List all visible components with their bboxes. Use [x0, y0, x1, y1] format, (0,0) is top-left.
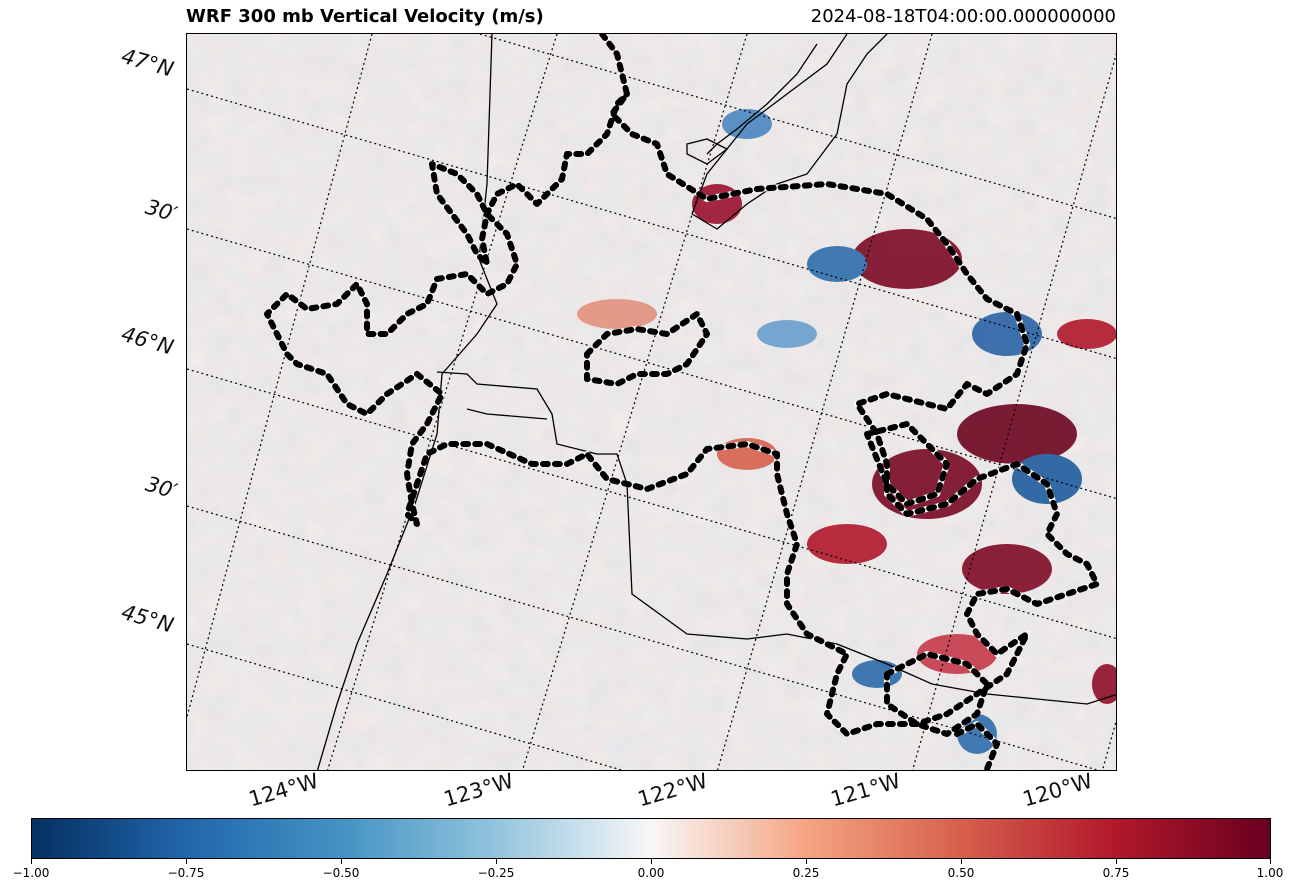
colorbar-label: 1.00: [1256, 866, 1284, 880]
colorbar: [31, 818, 1271, 859]
lat-label-46n: 46°N: [118, 321, 177, 360]
lat-label-47n: 47°N: [118, 43, 177, 82]
colorbar-tick: [341, 859, 342, 864]
colorbar-tick: [31, 859, 32, 864]
colorbar-label: −0.75: [167, 866, 205, 880]
map-title: WRF 300 mb Vertical Velocity (m/s): [186, 6, 544, 27]
colorbar-tick: [496, 859, 497, 864]
lat-label-45-30n: 30′: [142, 471, 180, 504]
colorbar-label: −0.25: [477, 866, 515, 880]
colorbar-tick: [186, 859, 187, 864]
colorbar-label: 0.75: [1102, 866, 1130, 880]
colorbar-label: −0.50: [322, 866, 360, 880]
lon-label-122w: 122°W: [635, 768, 711, 812]
lat-label-46-30n: 30′: [142, 194, 180, 227]
lat-label-45n: 45°N: [118, 599, 177, 638]
lon-label-123w: 123°W: [441, 768, 517, 812]
colorbar-tick: [1116, 859, 1117, 864]
velocity-contours: [264, 34, 1100, 770]
lon-label-124w: 124°W: [246, 768, 322, 812]
colorbar-tick: [961, 859, 962, 864]
lon-label-120w: 120°W: [1020, 768, 1096, 812]
colorbar-tick: [651, 859, 652, 864]
colorbar-label: 0.50: [947, 866, 975, 880]
colorbar-label: −1.00: [12, 866, 50, 880]
colorbar-tick: [1270, 859, 1271, 864]
colorbar-label: 0.00: [637, 866, 665, 880]
colorbar-label: 0.25: [792, 866, 820, 880]
map-panel: [186, 33, 1117, 771]
map-svg: [187, 34, 1116, 770]
map-timestamp: 2024-08-18T04:00:00.000000000: [810, 6, 1116, 27]
lon-label-121w: 121°W: [828, 768, 904, 812]
colorbar-tick: [806, 859, 807, 864]
